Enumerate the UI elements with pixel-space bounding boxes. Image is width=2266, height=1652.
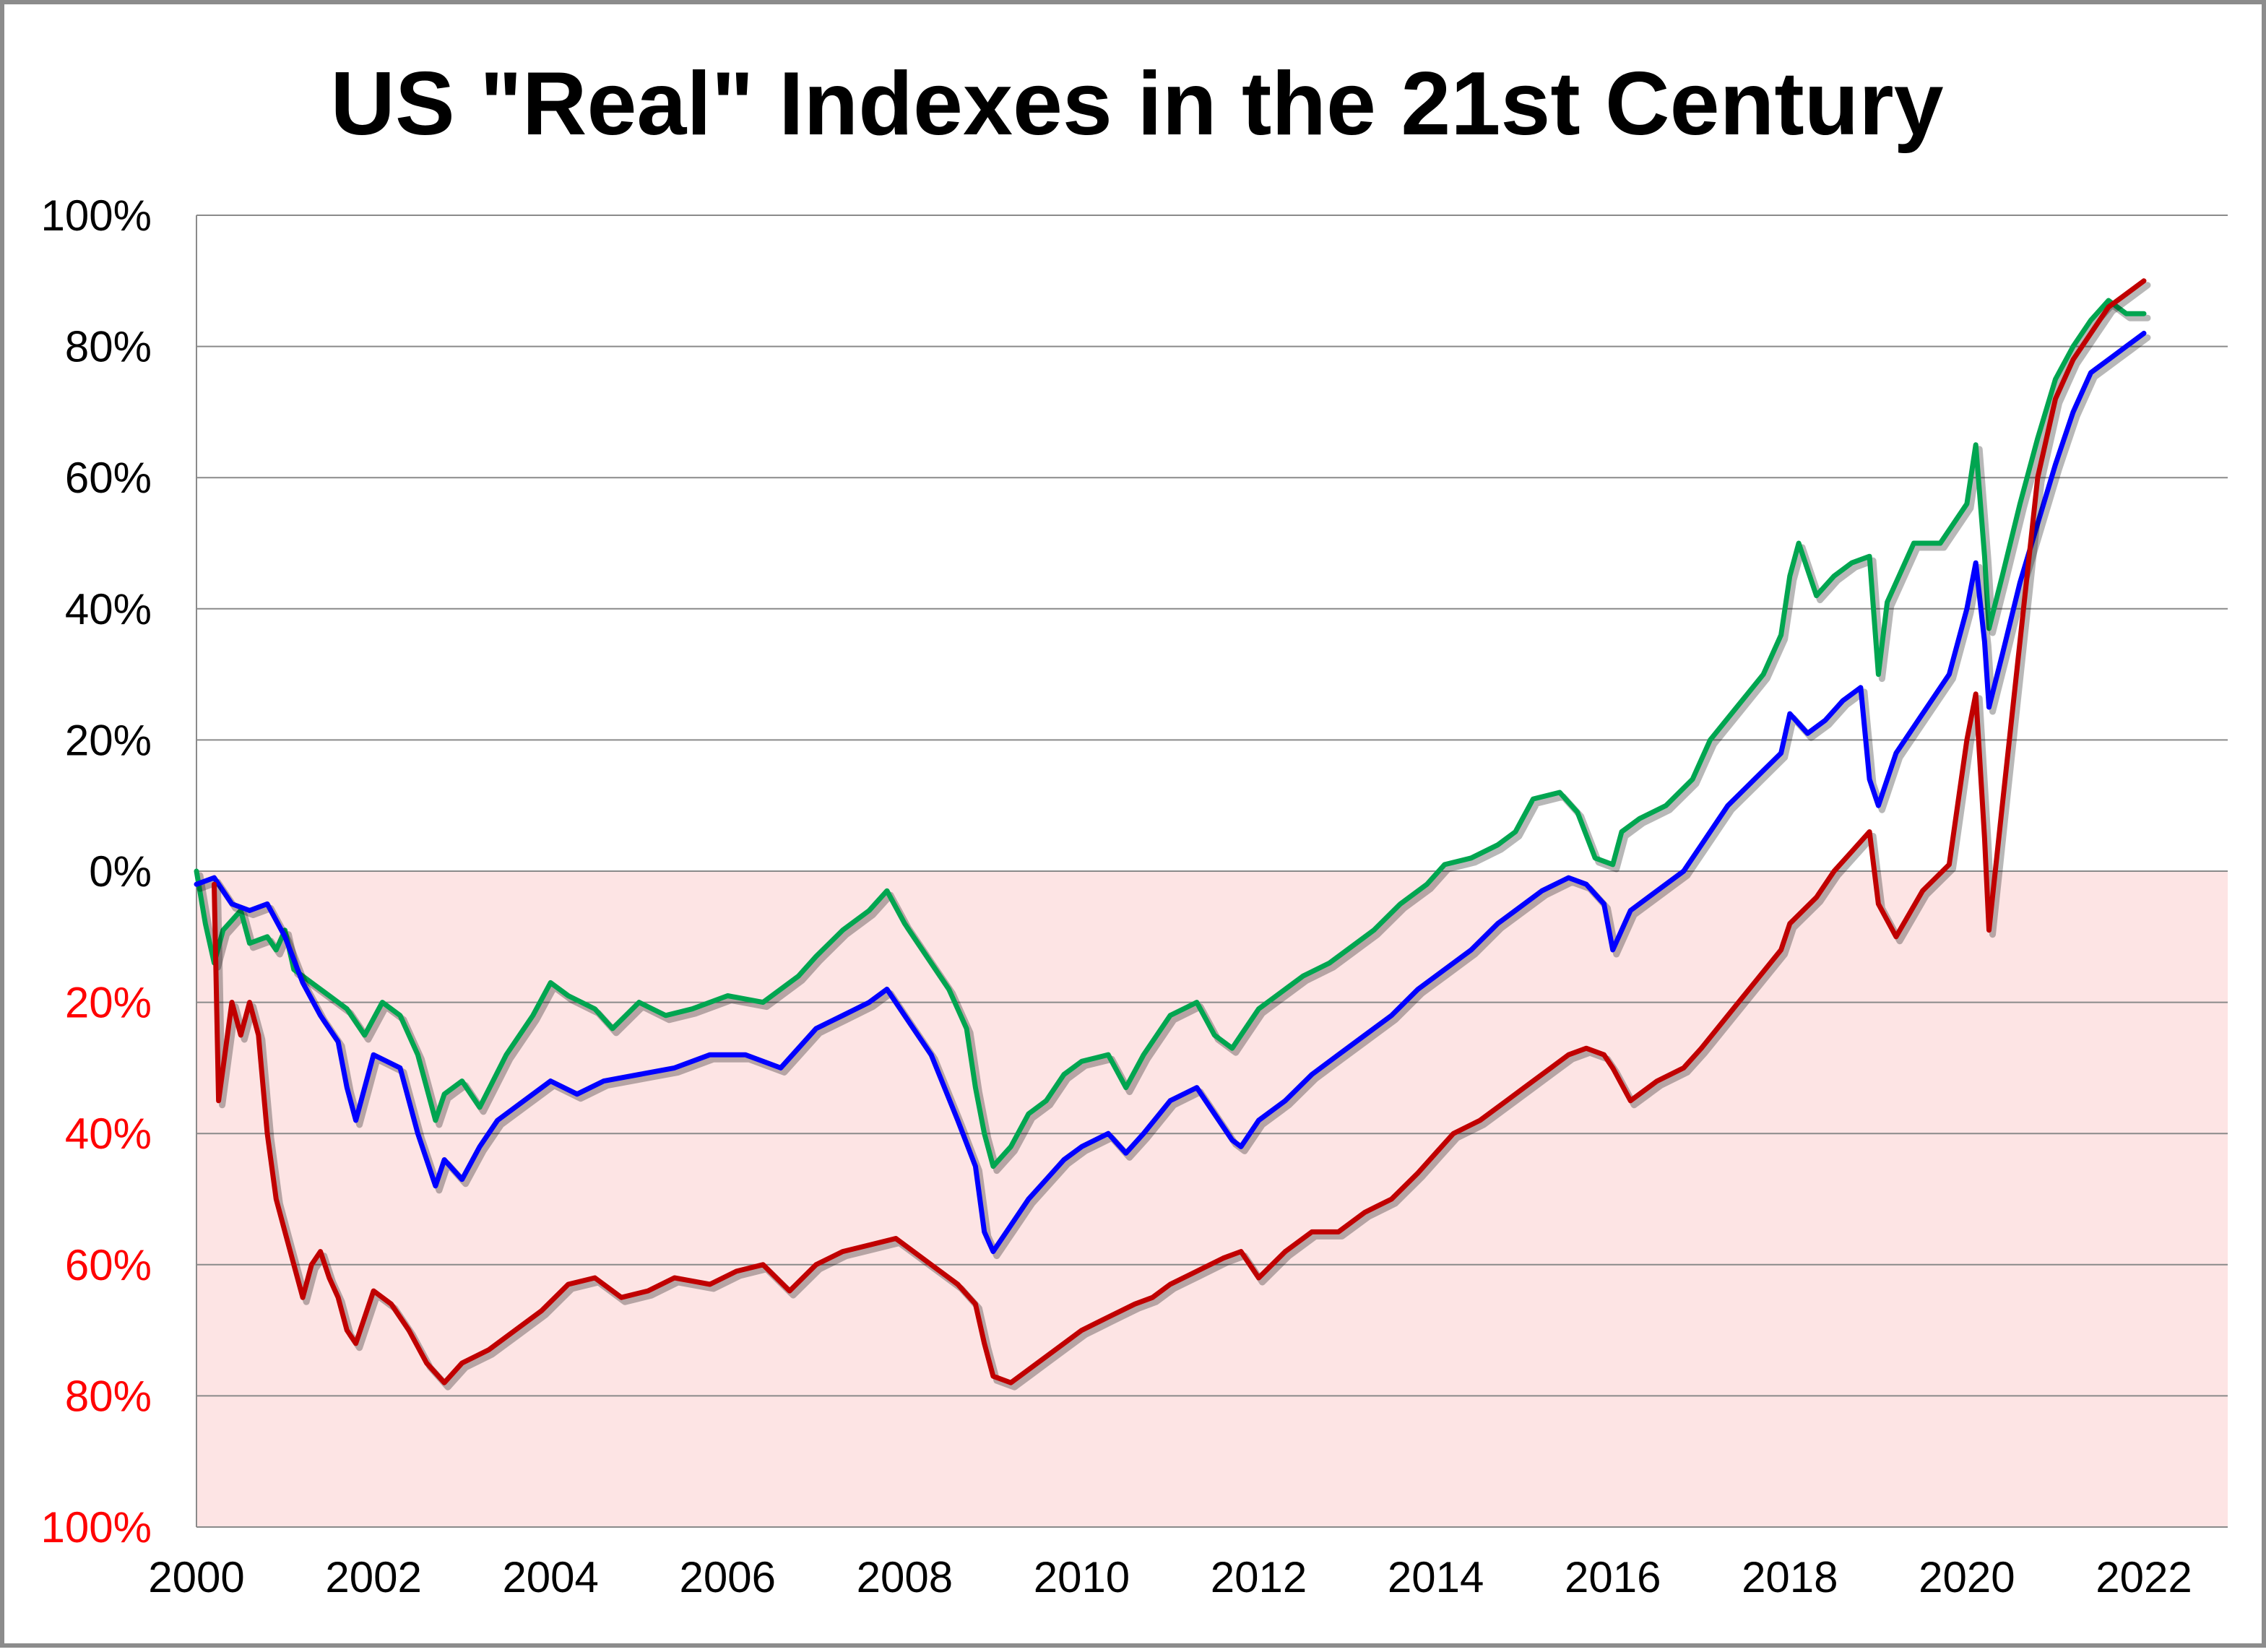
x-tick-label: 2000 <box>148 1553 244 1601</box>
y-axis-tick-labels: 100% 80% 60% 40% 20% 0% 20% 40% 60% 80% 100% <box>41 191 152 1552</box>
line-chart: US "Real" Indexes in the 21st Century 10… <box>41 54 2228 1601</box>
x-tick-label: 2020 <box>1919 1553 2015 1601</box>
y-tick-label: 0% <box>89 847 152 896</box>
x-tick-label: 2022 <box>2096 1553 2192 1601</box>
series-shadow-1 <box>196 301 2151 1175</box>
chart-title: US "Real" Indexes in the 21st Century <box>330 54 1943 154</box>
negative-region-shading <box>196 871 2228 1527</box>
y-tick-label: 20% <box>65 979 152 1027</box>
y-tick-label: 40% <box>65 585 152 633</box>
x-tick-label: 2012 <box>1211 1553 1307 1601</box>
series-lines <box>194 278 2151 1391</box>
y-tick-label: 100% <box>41 1503 152 1552</box>
x-tick-label: 2002 <box>325 1553 421 1601</box>
x-tick-label: 2016 <box>1565 1553 1661 1601</box>
y-tick-label: 60% <box>65 454 152 502</box>
x-axis-tick-labels: 2000 2002 2004 2006 2008 2010 2012 2014 2016 2018… <box>148 1553 2192 1601</box>
series-line-1 <box>194 298 2147 1169</box>
x-tick-label: 2014 <box>1388 1553 1484 1601</box>
y-tick-label: 20% <box>65 716 152 764</box>
y-tick-label: 100% <box>41 191 152 240</box>
y-tick-label: 60% <box>65 1241 152 1289</box>
y-tick-label: 80% <box>65 323 152 371</box>
x-tick-label: 2018 <box>1742 1553 1838 1601</box>
y-tick-label: 80% <box>65 1372 152 1420</box>
x-tick-label: 2006 <box>680 1553 776 1601</box>
x-tick-label: 2010 <box>1034 1553 1130 1601</box>
x-tick-label: 2008 <box>857 1553 953 1601</box>
x-tick-label: 2004 <box>502 1553 598 1601</box>
series-line-2 <box>194 330 2147 1255</box>
y-tick-label: 40% <box>65 1110 152 1158</box>
series-line-3 <box>212 278 2147 1385</box>
